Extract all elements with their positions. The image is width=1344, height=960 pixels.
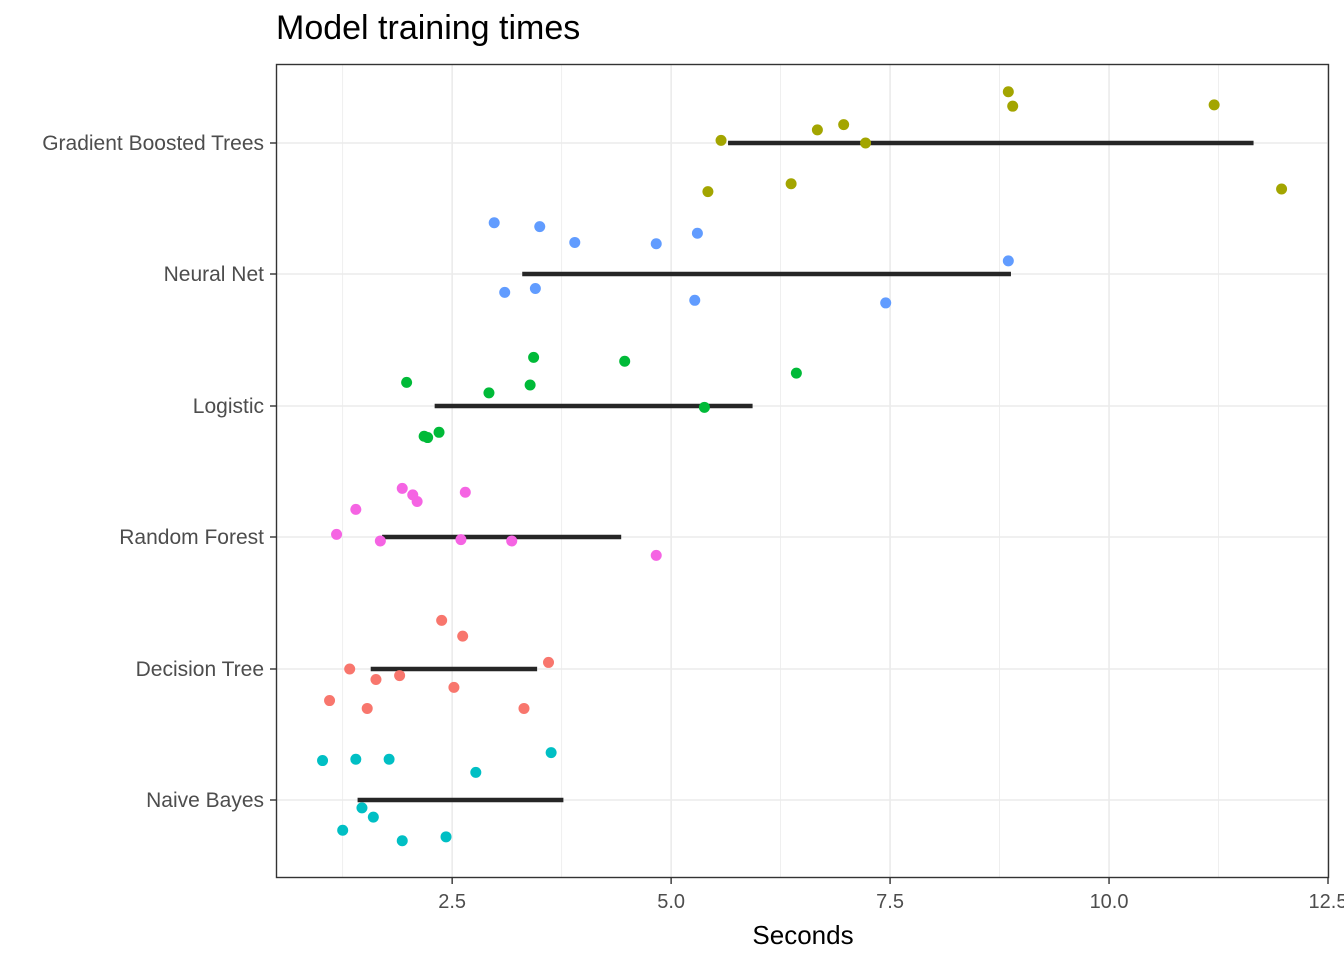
x-tick-label: 5.0: [657, 891, 685, 913]
data-point: [524, 379, 536, 391]
data-point: [698, 401, 710, 413]
x-tick-label: 10.0: [1090, 891, 1129, 913]
data-point: [1002, 255, 1014, 267]
data-point: [545, 747, 557, 759]
y-tick-label: Neural Net: [164, 263, 265, 286]
data-point: [356, 802, 368, 814]
data-point: [457, 630, 469, 642]
y-tick-label: Random Forest: [119, 526, 264, 549]
data-point: [401, 376, 413, 388]
data-point: [396, 835, 408, 847]
data-point: [370, 674, 382, 686]
data-point: [499, 286, 511, 298]
data-point: [691, 227, 703, 239]
data-point: [860, 137, 872, 149]
data-point: [350, 503, 362, 515]
data-point: [344, 663, 356, 675]
data-point: [529, 282, 541, 294]
y-axis: Gradient Boosted Trees Neural Net Logistic…: [42, 132, 277, 812]
data-point: [433, 426, 445, 438]
data-point: [367, 811, 379, 823]
data-point: [324, 695, 336, 707]
data-point: [350, 753, 362, 765]
data-point: [396, 482, 408, 494]
data-point: [534, 221, 546, 233]
data-point: [470, 766, 482, 778]
data-point: [785, 178, 797, 190]
data-point: [383, 753, 395, 765]
y-tick-label: Naive Bayes: [146, 789, 264, 812]
y-tick-label: Gradient Boosted Trees: [42, 132, 264, 155]
chart-title: Model training times: [276, 9, 580, 47]
plot-panel-border: [275, 63, 1330, 879]
data-point: [1276, 183, 1288, 195]
x-tick-label: 12.5: [1309, 891, 1344, 913]
data-point: [394, 670, 406, 682]
data-points: [317, 86, 1288, 847]
data-point: [650, 549, 662, 561]
x-axis: 2.5 5.0 7.5 10.0 12.5: [438, 877, 1344, 913]
x-tick-label: 2.5: [438, 891, 466, 913]
data-point: [619, 355, 631, 367]
data-point: [488, 217, 500, 229]
interval-bars: [357, 140, 1254, 803]
data-point: [790, 367, 802, 379]
data-point: [569, 236, 581, 248]
data-point: [459, 486, 471, 498]
data-point: [528, 351, 540, 363]
data-point: [715, 134, 727, 146]
data-point: [483, 387, 495, 399]
data-point: [317, 755, 329, 767]
data-point: [880, 297, 892, 309]
data-point: [702, 186, 714, 198]
data-point: [422, 432, 434, 444]
data-point: [506, 535, 518, 547]
data-point: [543, 656, 555, 668]
data-point: [374, 535, 386, 547]
data-point: [440, 831, 452, 843]
x-tick-label: 7.5: [876, 891, 904, 913]
x-axis-label: Seconds: [752, 920, 853, 950]
grid-lines: [277, 65, 1329, 877]
data-point: [518, 702, 530, 714]
data-point: [811, 124, 823, 136]
data-point: [337, 824, 349, 836]
data-point: [455, 534, 467, 546]
data-point: [1002, 86, 1014, 98]
data-point: [411, 495, 423, 507]
data-point: [838, 119, 850, 131]
data-point: [1007, 100, 1019, 112]
data-point: [1208, 99, 1220, 111]
data-point: [436, 614, 448, 626]
data-point: [331, 528, 343, 540]
data-point: [650, 238, 662, 250]
data-point: [448, 681, 460, 693]
y-tick-label: Decision Tree: [136, 658, 264, 681]
data-point: [689, 294, 701, 306]
data-point: [361, 702, 373, 714]
y-tick-label: Logistic: [193, 395, 264, 418]
